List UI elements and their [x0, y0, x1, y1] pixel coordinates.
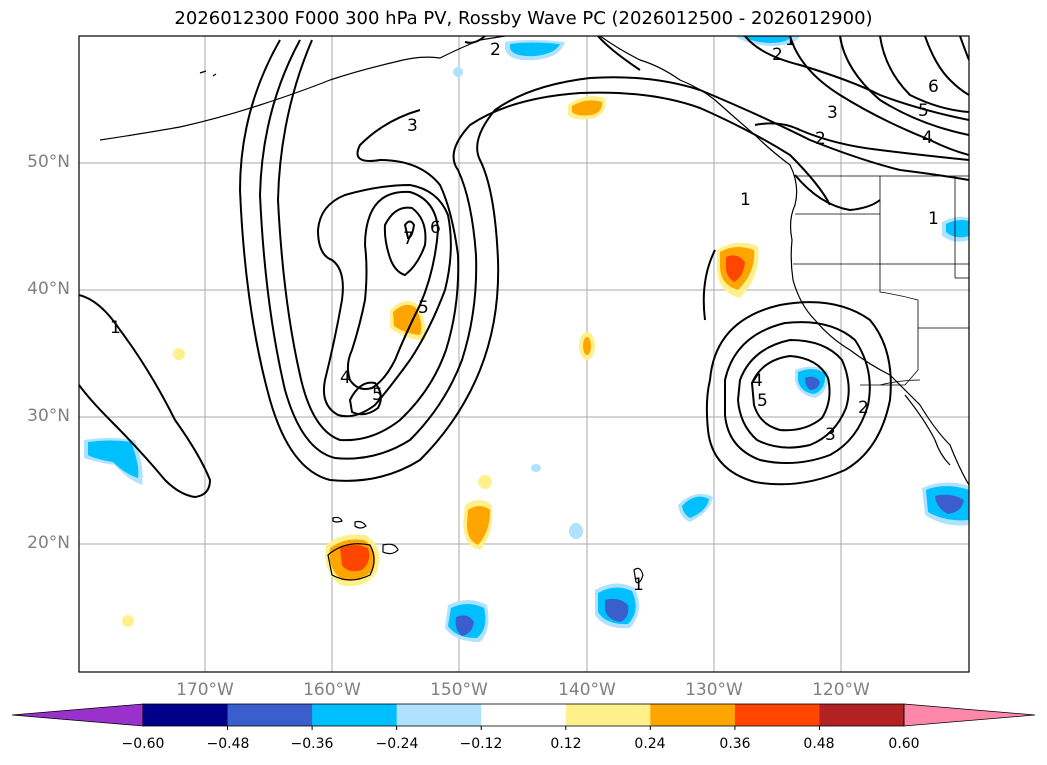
- contour-label-4: 4: [340, 368, 351, 388]
- contour-label-4: 4: [752, 371, 763, 391]
- colorbar: [11, 703, 1036, 730]
- colorbar-segment: [650, 704, 736, 726]
- contour-label-3: 3: [407, 116, 418, 136]
- contour-label-5: 5: [918, 101, 929, 121]
- contour-label-1: 1: [785, 30, 796, 50]
- lat-label-40n: 40°N: [27, 279, 70, 299]
- colorbar-segment: [312, 704, 398, 726]
- contour-label-1: 1: [928, 209, 939, 229]
- contour-label-2: 2: [772, 45, 783, 65]
- colorbar-tick-label: −0.60: [121, 736, 165, 752]
- colorbar-extend-low: [11, 703, 144, 727]
- colorbar-tick-label: 0.12: [550, 736, 582, 752]
- contour-label-7: 7: [403, 229, 414, 249]
- lat-label-50n: 50°N: [27, 152, 70, 172]
- colorbar-segment: [734, 704, 820, 726]
- contour-label-1: 1: [633, 575, 644, 595]
- contour-label-6: 6: [928, 77, 939, 97]
- map-area: [79, 36, 969, 672]
- colorbar-segment: [396, 704, 482, 726]
- coastlines: [99, 36, 969, 584]
- colorbar-tick-label: −0.36: [290, 736, 334, 752]
- contour-label-2: 2: [490, 40, 501, 60]
- map-title: 2026012300 F000 300 hPa PV, Rossby Wave …: [174, 8, 873, 29]
- lat-label-30n: 30°N: [27, 406, 70, 426]
- colorbar-tick-label: −0.12: [459, 736, 503, 752]
- colorbar-segment: [819, 704, 905, 726]
- colorbar-outline: [142, 703, 905, 727]
- lon-label-160w: 160°W: [303, 680, 361, 700]
- lon-label-140w: 140°W: [558, 680, 616, 700]
- contour-labels: 3 2 2 1 3 2 6 5 4 1 1 6 7 5 4 5 1 4 5 3 …: [110, 30, 939, 595]
- colorbar-segment: [143, 704, 229, 726]
- colorbar-segment: [227, 704, 313, 726]
- contour-label-2: 2: [858, 398, 869, 418]
- colorbar-segment: [481, 704, 567, 726]
- colorbar-tick-label: 0.24: [634, 736, 666, 752]
- lat-label-20n: 20°N: [27, 533, 70, 553]
- lon-label-170w: 170°W: [176, 680, 234, 700]
- contour-label-2: 2: [815, 129, 826, 149]
- colorbar-tick-label: −0.48: [206, 736, 250, 752]
- contour-label-5: 5: [418, 298, 429, 318]
- colorbar-tick-label: 0.48: [803, 736, 835, 752]
- contour-label-6: 6: [430, 218, 441, 238]
- contour-label-4: 4: [922, 128, 933, 148]
- colorbar-segment: [565, 704, 651, 726]
- contour-label-3: 3: [827, 103, 838, 123]
- colorbar-extend-high: [903, 703, 1036, 727]
- contour-label-5: 5: [372, 385, 383, 405]
- colorbar-tick-label: 0.36: [719, 736, 751, 752]
- lon-label-130w: 130°W: [685, 680, 743, 700]
- contour-label-5: 5: [757, 391, 768, 411]
- lon-label-120w: 120°W: [812, 680, 870, 700]
- contour-label-1: 1: [110, 318, 121, 338]
- map-frame: [78, 35, 970, 673]
- lon-label-150w: 150°W: [430, 680, 488, 700]
- pv-contours: [79, 36, 969, 499]
- colorbar-tick-label: −0.24: [375, 736, 419, 752]
- contour-label-1: 1: [740, 190, 751, 210]
- colorbar-tick-label: 0.60: [888, 736, 920, 752]
- contour-label-3: 3: [825, 425, 836, 445]
